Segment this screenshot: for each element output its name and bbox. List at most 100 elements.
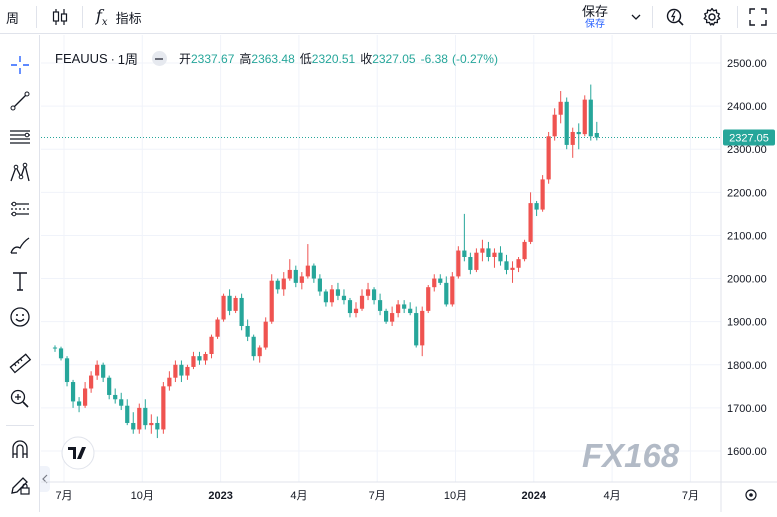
candle bbox=[101, 362, 106, 383]
text-tool[interactable] bbox=[6, 267, 34, 295]
chart-settings-button[interactable] bbox=[745, 489, 757, 501]
save-button[interactable]: 保存 保存 bbox=[579, 0, 611, 34]
candle bbox=[594, 121, 599, 141]
save-menu-button[interactable] bbox=[630, 0, 642, 34]
candle bbox=[221, 293, 226, 322]
toolbar-divider bbox=[36, 6, 37, 28]
candle-body bbox=[227, 295, 232, 311]
icons-tool[interactable] bbox=[6, 303, 34, 331]
candle bbox=[480, 239, 485, 262]
candle-body bbox=[179, 364, 184, 376]
candle-body bbox=[432, 278, 437, 288]
candle-body bbox=[191, 356, 196, 367]
candle-body bbox=[582, 99, 587, 135]
pattern-tool[interactable] bbox=[6, 159, 34, 187]
low-value: 2320.51 bbox=[311, 52, 356, 66]
pencil-lock-icon bbox=[11, 477, 30, 495]
settings-button[interactable] bbox=[701, 0, 723, 34]
candle-body bbox=[70, 382, 76, 402]
chart-type-button[interactable] bbox=[50, 0, 70, 34]
candle bbox=[317, 274, 322, 296]
high-label: 高 bbox=[239, 52, 252, 66]
price-tick-label: 2500.00 bbox=[727, 58, 767, 70]
candle bbox=[76, 397, 82, 413]
candle bbox=[233, 295, 238, 314]
candle bbox=[239, 293, 244, 331]
legend-separator: · bbox=[110, 51, 115, 66]
candle-body bbox=[468, 257, 473, 270]
price-axis[interactable]: 1600.00 1700.00 1800.00 1900.00 2000.00 2100.… bbox=[727, 58, 767, 458]
candle-body bbox=[576, 131, 581, 135]
low-label: 低 bbox=[299, 52, 312, 66]
measure-tool[interactable] bbox=[6, 349, 34, 377]
ohlc-open: 开2337.67 bbox=[179, 50, 234, 67]
candle-body bbox=[95, 364, 100, 376]
chevron-down-icon bbox=[631, 14, 641, 20]
candle bbox=[329, 285, 335, 307]
symbol-name[interactable]: FEAUUS bbox=[55, 51, 108, 66]
candle-body bbox=[384, 310, 389, 322]
price-chart[interactable]: FX168 1600.00 1700.00 1800.00 1900.00 2000.0… bbox=[41, 35, 777, 512]
candle-body bbox=[564, 101, 569, 145]
candle bbox=[444, 276, 449, 307]
candle bbox=[432, 274, 437, 292]
close-value: 2327.05 bbox=[372, 52, 416, 66]
candle-body bbox=[540, 179, 545, 210]
smiley-icon bbox=[10, 307, 30, 327]
crosshair-tool[interactable] bbox=[6, 51, 34, 79]
candle bbox=[161, 382, 166, 434]
candle bbox=[299, 272, 304, 290]
legend-collapse-button[interactable] bbox=[151, 51, 167, 66]
candle-body bbox=[113, 394, 118, 400]
candle-body bbox=[516, 259, 521, 268]
candle bbox=[546, 131, 551, 184]
interval-selector[interactable]: 周 bbox=[6, 0, 19, 34]
candle bbox=[377, 293, 383, 316]
candle bbox=[504, 254, 509, 275]
toolbar-divider bbox=[737, 6, 738, 28]
time-tick-label: 10月 bbox=[444, 490, 467, 502]
candle bbox=[263, 317, 268, 350]
candle bbox=[438, 274, 443, 286]
forecast-tool[interactable] bbox=[6, 195, 34, 223]
time-axis[interactable]: 7月 10月 2023 4月 7月 10月 2024 4月 7月 bbox=[55, 490, 699, 502]
candle-body bbox=[64, 358, 70, 383]
candle-body bbox=[414, 313, 419, 346]
candle bbox=[564, 97, 569, 150]
save-label: 保存 bbox=[581, 3, 608, 19]
candle bbox=[534, 200, 539, 217]
brush-tool[interactable] bbox=[6, 231, 34, 259]
candle bbox=[70, 379, 76, 408]
candle-body bbox=[119, 399, 124, 406]
time-tick-label: 4月 bbox=[290, 490, 307, 502]
candle-body bbox=[269, 280, 274, 322]
candle bbox=[293, 265, 298, 288]
price-tick-label: 2400.00 bbox=[727, 101, 767, 113]
close-label: 收 bbox=[360, 52, 373, 66]
gear-icon bbox=[745, 489, 757, 501]
grid-lines bbox=[41, 35, 721, 482]
lock-drawings-tool[interactable] bbox=[6, 471, 34, 499]
chart-area[interactable]: FX168 1600.00 1700.00 1800.00 1900.00 2000.0… bbox=[41, 35, 777, 512]
quick-search-button[interactable] bbox=[664, 0, 686, 34]
fullscreen-button[interactable] bbox=[748, 0, 768, 34]
indicators-button[interactable]: fx 指标 bbox=[96, 0, 142, 34]
horizontal-lines-tool[interactable] bbox=[6, 123, 34, 151]
candle bbox=[197, 351, 202, 365]
candle-body bbox=[197, 356, 202, 361]
toolbar-divider bbox=[6, 425, 34, 426]
candle-body bbox=[131, 422, 136, 430]
candle bbox=[468, 252, 473, 275]
candle bbox=[83, 382, 88, 408]
candle-body bbox=[402, 304, 407, 309]
candle-body bbox=[438, 278, 443, 283]
candle bbox=[510, 261, 515, 283]
zoom-tool[interactable] bbox=[6, 385, 34, 413]
candle-body bbox=[420, 310, 425, 346]
magnet-tool[interactable] bbox=[6, 435, 34, 463]
candle bbox=[498, 246, 503, 266]
candle bbox=[420, 306, 425, 357]
trend-line-tool[interactable] bbox=[6, 87, 34, 115]
candle bbox=[582, 95, 587, 137]
time-tick-label: 7月 bbox=[55, 490, 72, 502]
